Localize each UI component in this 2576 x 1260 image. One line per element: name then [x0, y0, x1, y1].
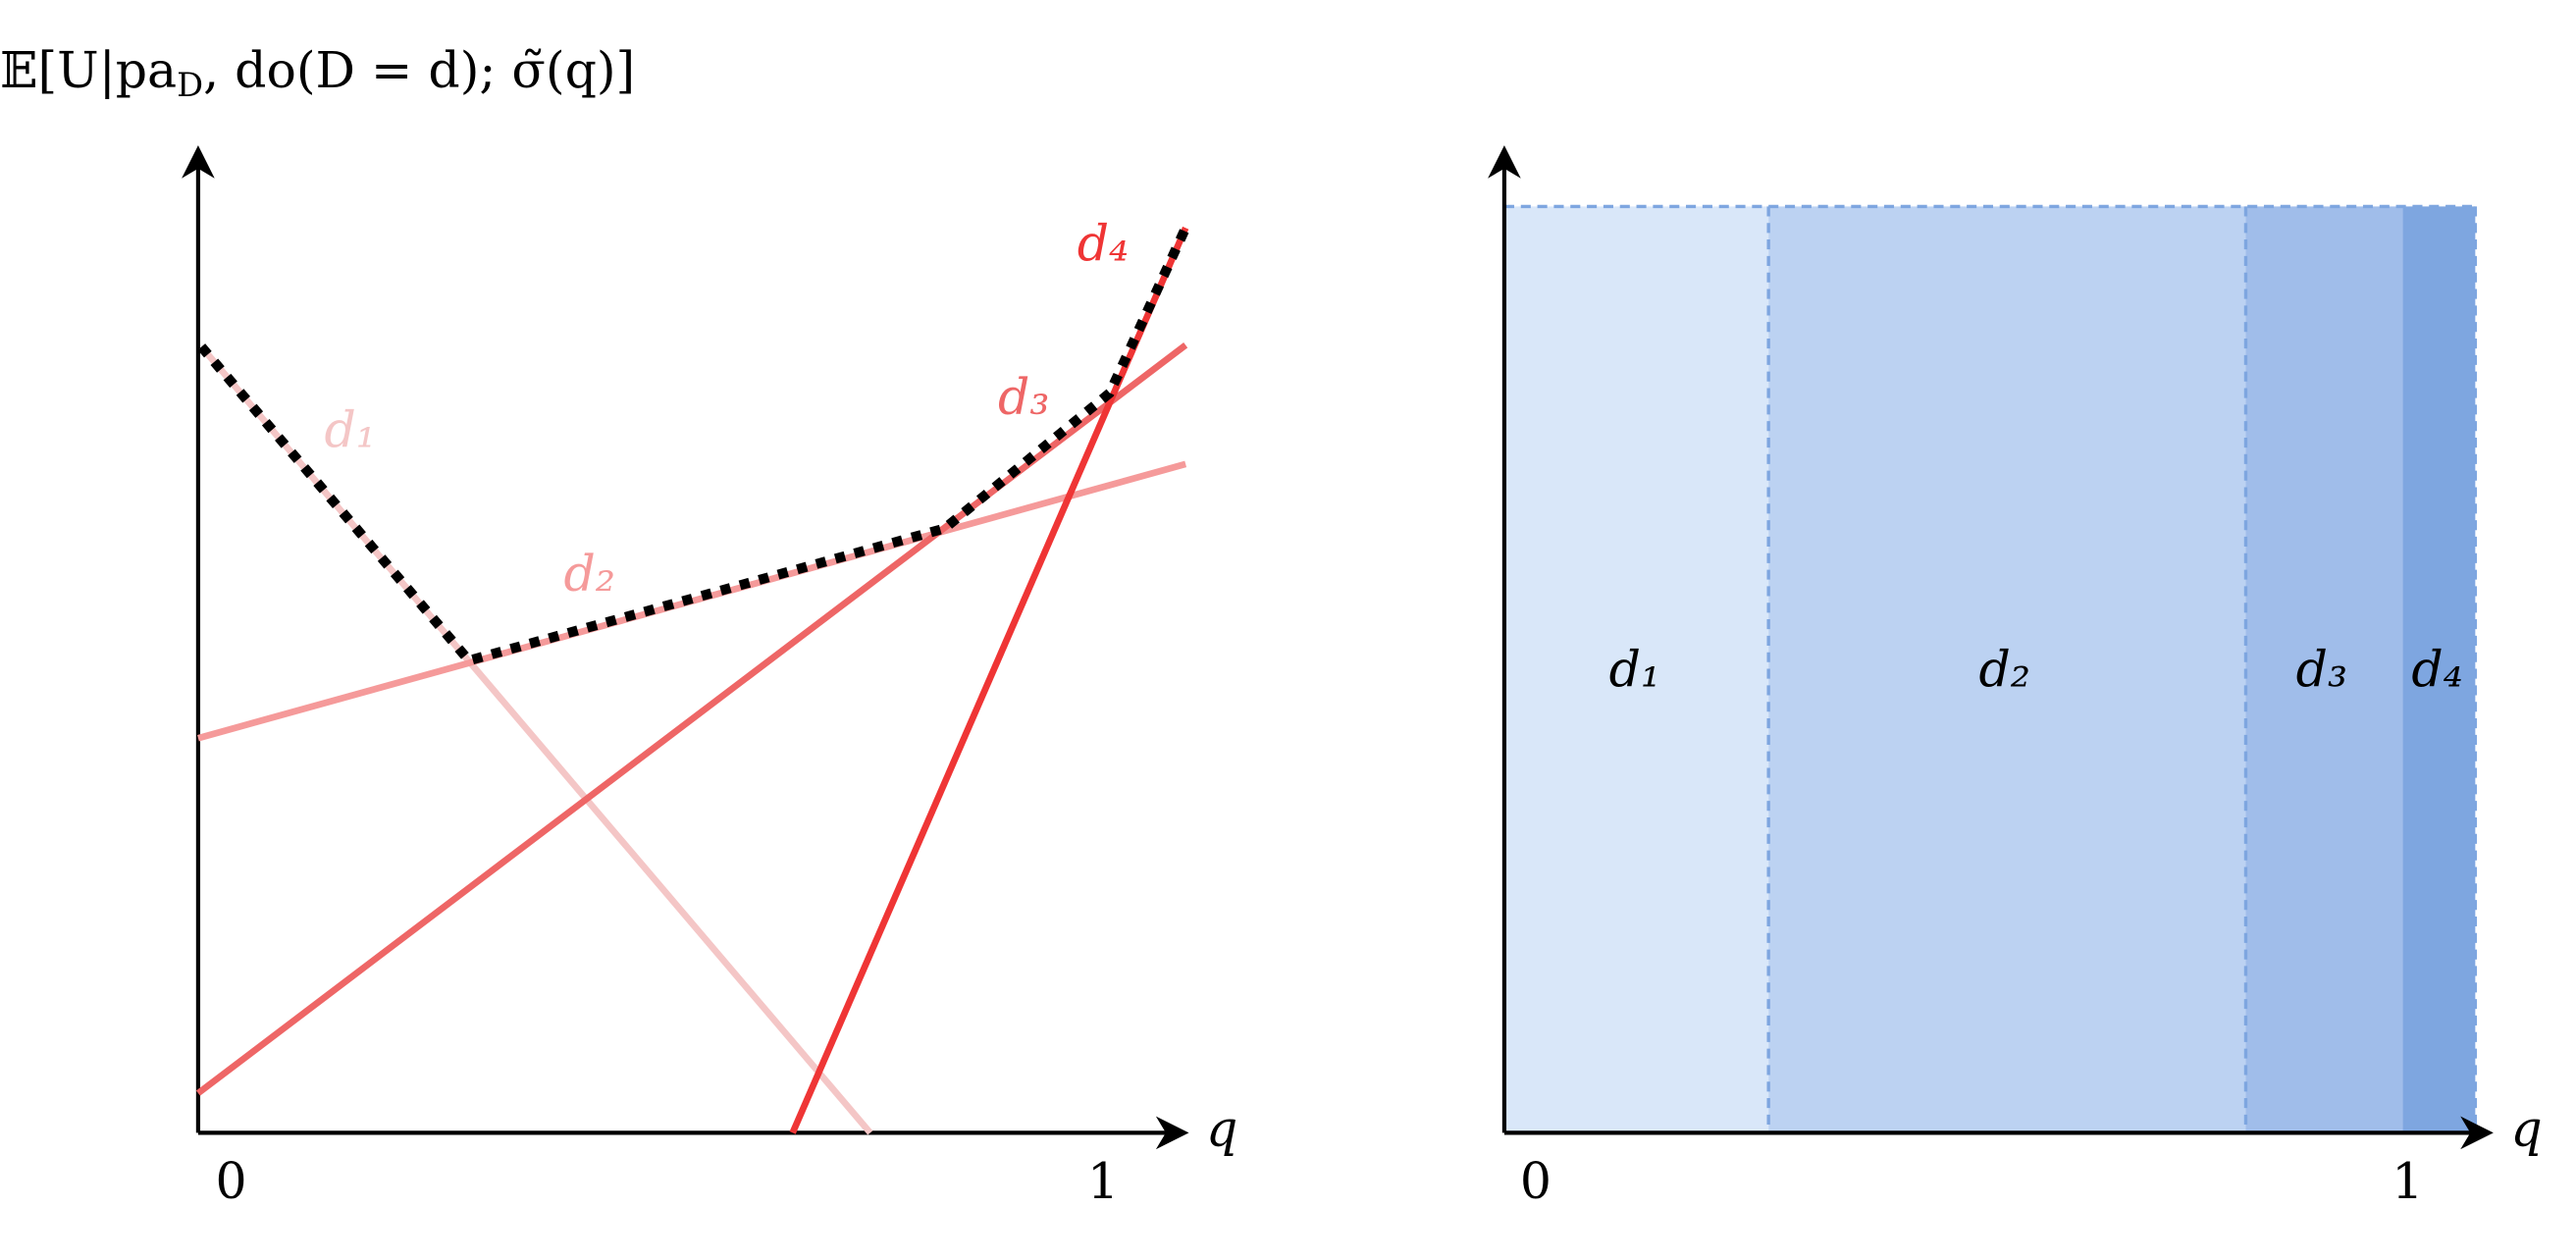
x-tick-label: 1	[1087, 1152, 1119, 1210]
line-label: d₃	[998, 368, 1050, 426]
region-label: d₃	[2296, 641, 2348, 699]
x-tick-label: 0	[1520, 1152, 1551, 1210]
x-axis-label: q	[2510, 1099, 2542, 1157]
region-d2	[1768, 206, 2246, 1133]
line-d1	[198, 344, 873, 1135]
line-label: d₂	[563, 545, 615, 603]
region-d3	[2245, 206, 2403, 1133]
region-label: d₁	[1609, 641, 1661, 699]
line-label: d₄	[1078, 214, 1130, 272]
line-label: d₁	[324, 401, 376, 459]
region-d1	[1503, 206, 1769, 1133]
x-axis-label: q	[1206, 1099, 1237, 1157]
region-borders	[1503, 204, 2478, 1133]
region-label: d₄	[2411, 641, 2463, 699]
line-d3	[195, 342, 1188, 1096]
y-axis-label: 𝔼[U|paD, do(D = d); σ̃(q)]	[0, 41, 635, 104]
x-tick-label: 1	[2392, 1152, 2423, 1210]
region-d4	[2402, 206, 2476, 1133]
region-label: d₂	[1979, 641, 2031, 699]
x-tick-label: 0	[216, 1152, 247, 1210]
